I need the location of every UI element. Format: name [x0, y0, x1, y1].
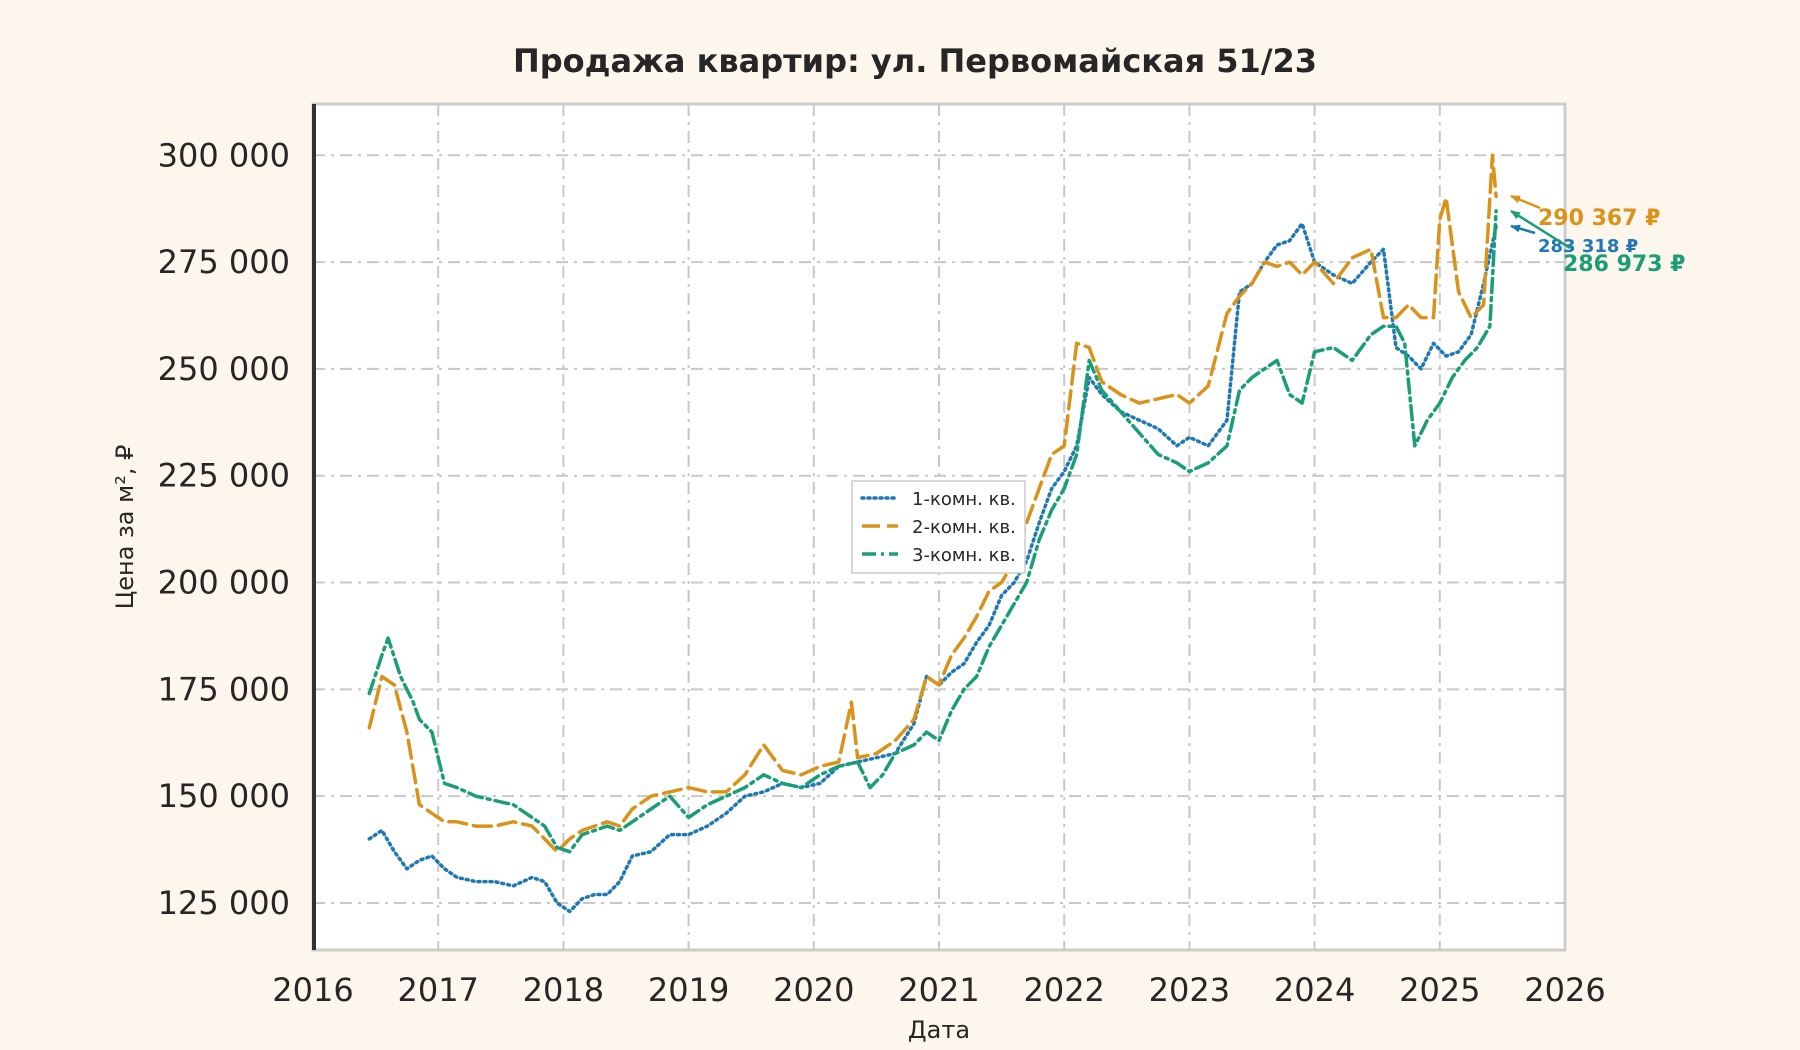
legend-label-1: 1-комн. кв. [912, 489, 1016, 510]
y-tick-label-6: 275 000 [158, 243, 290, 281]
series-line-1 [367, 221, 1498, 914]
y-tick-labels: 125 000 150 000 175 000 200 000 225 000 250 0… [158, 136, 290, 922]
legend-box [851, 480, 1026, 574]
grid [313, 104, 1565, 950]
y-tick-label-5: 250 000 [158, 350, 290, 388]
x-tick-labels: 2016 2017 2018 2019 2020 2021 2022 2023 2024 2025… [272, 971, 1605, 1009]
end-annotations: 290 367 ₽ 283 318 ₽ 286 973 ₽ [1510, 194, 1685, 277]
series-line-3 [367, 209, 1498, 854]
annotation-2k: 290 367 ₽ [1538, 206, 1660, 231]
y-tick-label-2: 175 000 [158, 670, 290, 708]
x-tick-label-8: 2024 [1274, 971, 1355, 1009]
x-tick-label-9: 2025 [1399, 971, 1480, 1009]
x-tick-label-7: 2023 [1149, 971, 1230, 1009]
y-tick-label-1: 150 000 [158, 777, 290, 815]
annotation-3k: 286 973 ₽ [1563, 252, 1685, 277]
series-lines [367, 153, 1498, 914]
x-tick-label-5: 2021 [898, 971, 979, 1009]
x-axis-label: Дата [908, 1016, 970, 1044]
x-tick-label-6: 2022 [1023, 971, 1104, 1009]
y-axis-label: Цена за м², ₽ [111, 445, 139, 610]
annotation-arrow-1 [1510, 224, 1536, 235]
annotation-arrow-2 [1510, 194, 1541, 210]
x-tick-label-0: 2016 [272, 971, 353, 1009]
x-tick-label-10: 2026 [1524, 971, 1605, 1009]
x-tick-label-1: 2017 [397, 971, 478, 1009]
y-tick-label-7: 300 000 [158, 136, 290, 174]
x-tick-label-2: 2018 [523, 971, 604, 1009]
y-tick-label-4: 225 000 [158, 457, 290, 495]
y-tick-label-3: 200 000 [158, 564, 290, 602]
annotation-1k: 283 318 ₽ [1538, 236, 1638, 257]
legend-label-2: 2-комн. кв. [912, 517, 1016, 538]
x-tick-label-3: 2019 [648, 971, 729, 1009]
chart-title: Продажа квартир: ул. Первомайская 51/23 [513, 42, 1317, 80]
annotation-arrow-3 [1510, 209, 1571, 250]
legend-label-3: 3-комн. кв. [912, 545, 1016, 566]
y-tick-label-0: 125 000 [158, 884, 290, 922]
x-tick-label-4: 2020 [773, 971, 854, 1009]
legend: 1-комн. кв. 2-комн. кв. 3-комн. кв. [851, 480, 1026, 574]
